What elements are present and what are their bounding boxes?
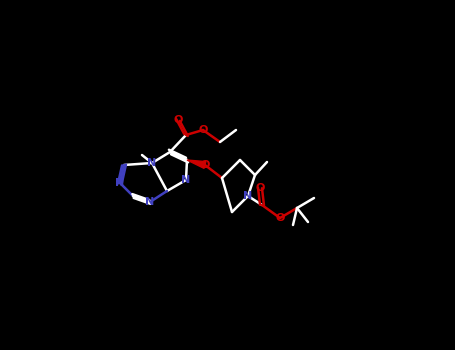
Text: N: N xyxy=(146,197,155,207)
Text: N: N xyxy=(243,191,253,201)
Text: N: N xyxy=(116,178,125,188)
Text: N: N xyxy=(182,175,191,185)
Text: O: O xyxy=(200,160,210,170)
Text: O: O xyxy=(275,213,285,223)
Text: O: O xyxy=(173,115,183,125)
Text: N: N xyxy=(147,158,157,168)
Text: O: O xyxy=(255,183,265,193)
Polygon shape xyxy=(187,160,206,168)
Text: O: O xyxy=(198,125,207,135)
